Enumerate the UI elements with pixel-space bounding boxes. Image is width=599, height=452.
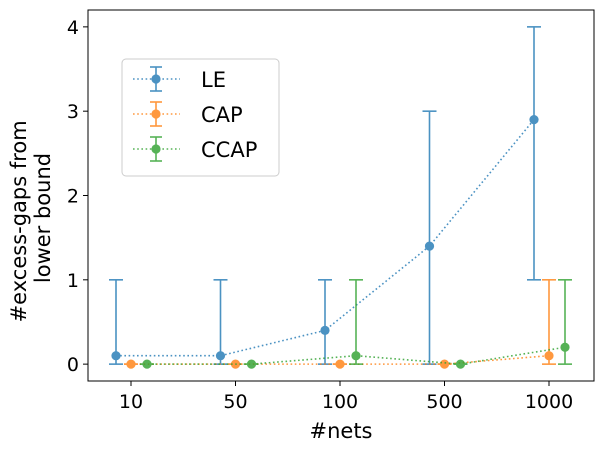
legend: LE CAP CCAP [121,58,280,177]
x-tick-label-2: 100 [322,391,358,413]
point-cap-2 [335,359,345,369]
y-tick-label-0: 0 [67,354,79,376]
y-axis-label-line-1: #excess-gaps from [7,120,31,322]
point-ccap-1 [246,359,257,369]
x-axis-label: #nets [310,419,373,443]
point-cap-4 [544,351,554,361]
legend-marker-cap [151,109,161,119]
point-ccap-2 [351,351,361,361]
point-le-2 [320,325,330,336]
point-ccap-3 [455,359,466,369]
legend-box [121,58,280,177]
x-tick-label-0: 10 [119,391,143,413]
y-tick-label-4: 4 [67,17,79,39]
series-line-ccap [147,346,566,365]
series-ccap [140,279,572,369]
point-cap-3 [439,359,450,369]
y-tick-label-2: 2 [67,186,79,208]
legend-label-cap: CAP [201,103,243,127]
point-ccap-0 [142,359,152,369]
axes: 0 1 2 3 4 10 50 100 500 1000 [67,9,595,413]
point-ccap-4 [560,342,570,352]
point-cap-0 [126,359,136,369]
x-tick-label-3: 500 [426,391,462,413]
legend-marker-le [151,74,161,84]
y-tick-label-1: 1 [67,270,79,292]
legend-entry-ccap [133,136,180,162]
y-tick-label-3: 3 [67,101,79,123]
point-le-0 [111,351,121,361]
y-axis-label: #excess-gaps from lower bound [7,114,55,323]
point-le-4 [529,115,539,125]
legend-label-le: LE [201,68,226,92]
x-tick-label-1: 50 [223,391,247,413]
x-tick-label-4: 1000 [525,391,573,413]
legend-entry-le [133,66,180,92]
legend-label-ccap: CCAP [201,138,257,162]
point-le-1 [215,351,226,361]
point-le-3 [424,241,435,251]
y-axis-label-line-2: lower bound [31,153,55,283]
plot-area [109,26,572,369]
legend-marker-ccap [151,144,161,154]
series-le [109,26,541,365]
legend-entry-cap [133,101,180,127]
